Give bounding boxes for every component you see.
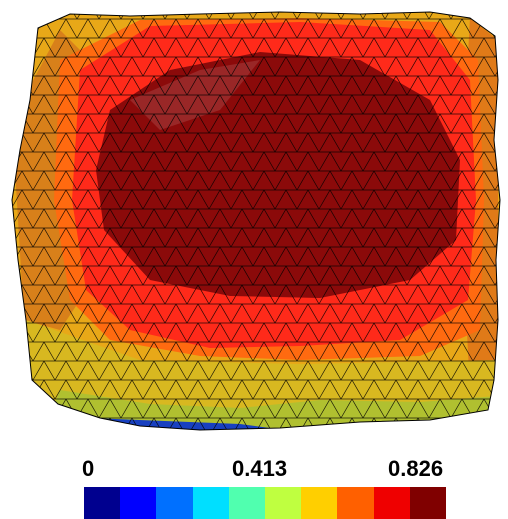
colorbar-swatch-2 <box>156 487 193 519</box>
colorbar-swatch-6 <box>301 487 338 519</box>
colorbar-max-label: 0.826 <box>388 456 444 481</box>
colorbar <box>84 487 447 519</box>
colorbar-mid-label: 0.413 <box>232 456 288 481</box>
colorbar-swatch-3 <box>192 487 229 519</box>
colorbar-swatch-8 <box>373 487 410 519</box>
colorbar-swatch-0 <box>84 487 121 519</box>
colorbar-min-label: 0 <box>82 456 95 481</box>
mesh-wireframe <box>12 12 500 430</box>
colorbar-swatch-1 <box>120 487 157 519</box>
colorbar-swatch-7 <box>337 487 374 519</box>
mesh-render <box>11 11 501 431</box>
colorbar-swatch-5 <box>265 487 302 519</box>
colorbar-swatch-4 <box>228 487 266 519</box>
colorbar-swatch-9 <box>409 487 447 519</box>
